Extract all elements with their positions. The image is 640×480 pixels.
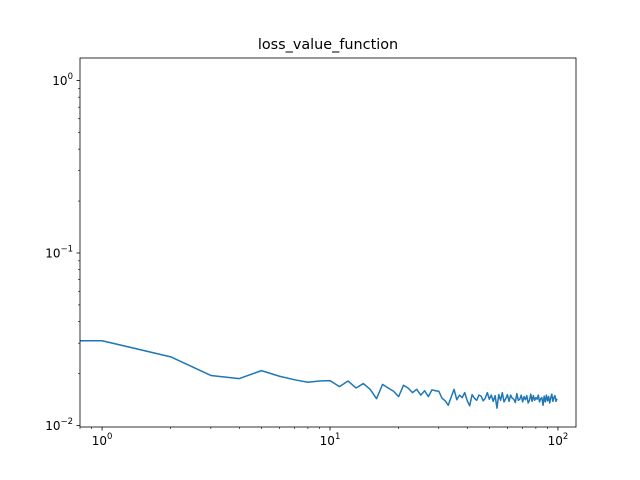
x-tick-label: 101 bbox=[320, 432, 341, 448]
plot-area bbox=[80, 339, 558, 409]
chart-title: loss_value_function bbox=[258, 37, 398, 53]
y-axis: 10−2 10−1 100 bbox=[45, 72, 80, 433]
series-line-0 bbox=[80, 339, 558, 409]
y-tick-label: 10−1 bbox=[45, 244, 73, 260]
x-axis: 100 101 102 bbox=[79, 427, 569, 448]
y-tick-label: 100 bbox=[52, 72, 73, 88]
x-tick-label: 102 bbox=[548, 432, 569, 448]
plot-frame bbox=[79, 57, 577, 428]
y-tick-label: 10−2 bbox=[45, 417, 73, 433]
x-tick-label: 100 bbox=[92, 432, 113, 448]
